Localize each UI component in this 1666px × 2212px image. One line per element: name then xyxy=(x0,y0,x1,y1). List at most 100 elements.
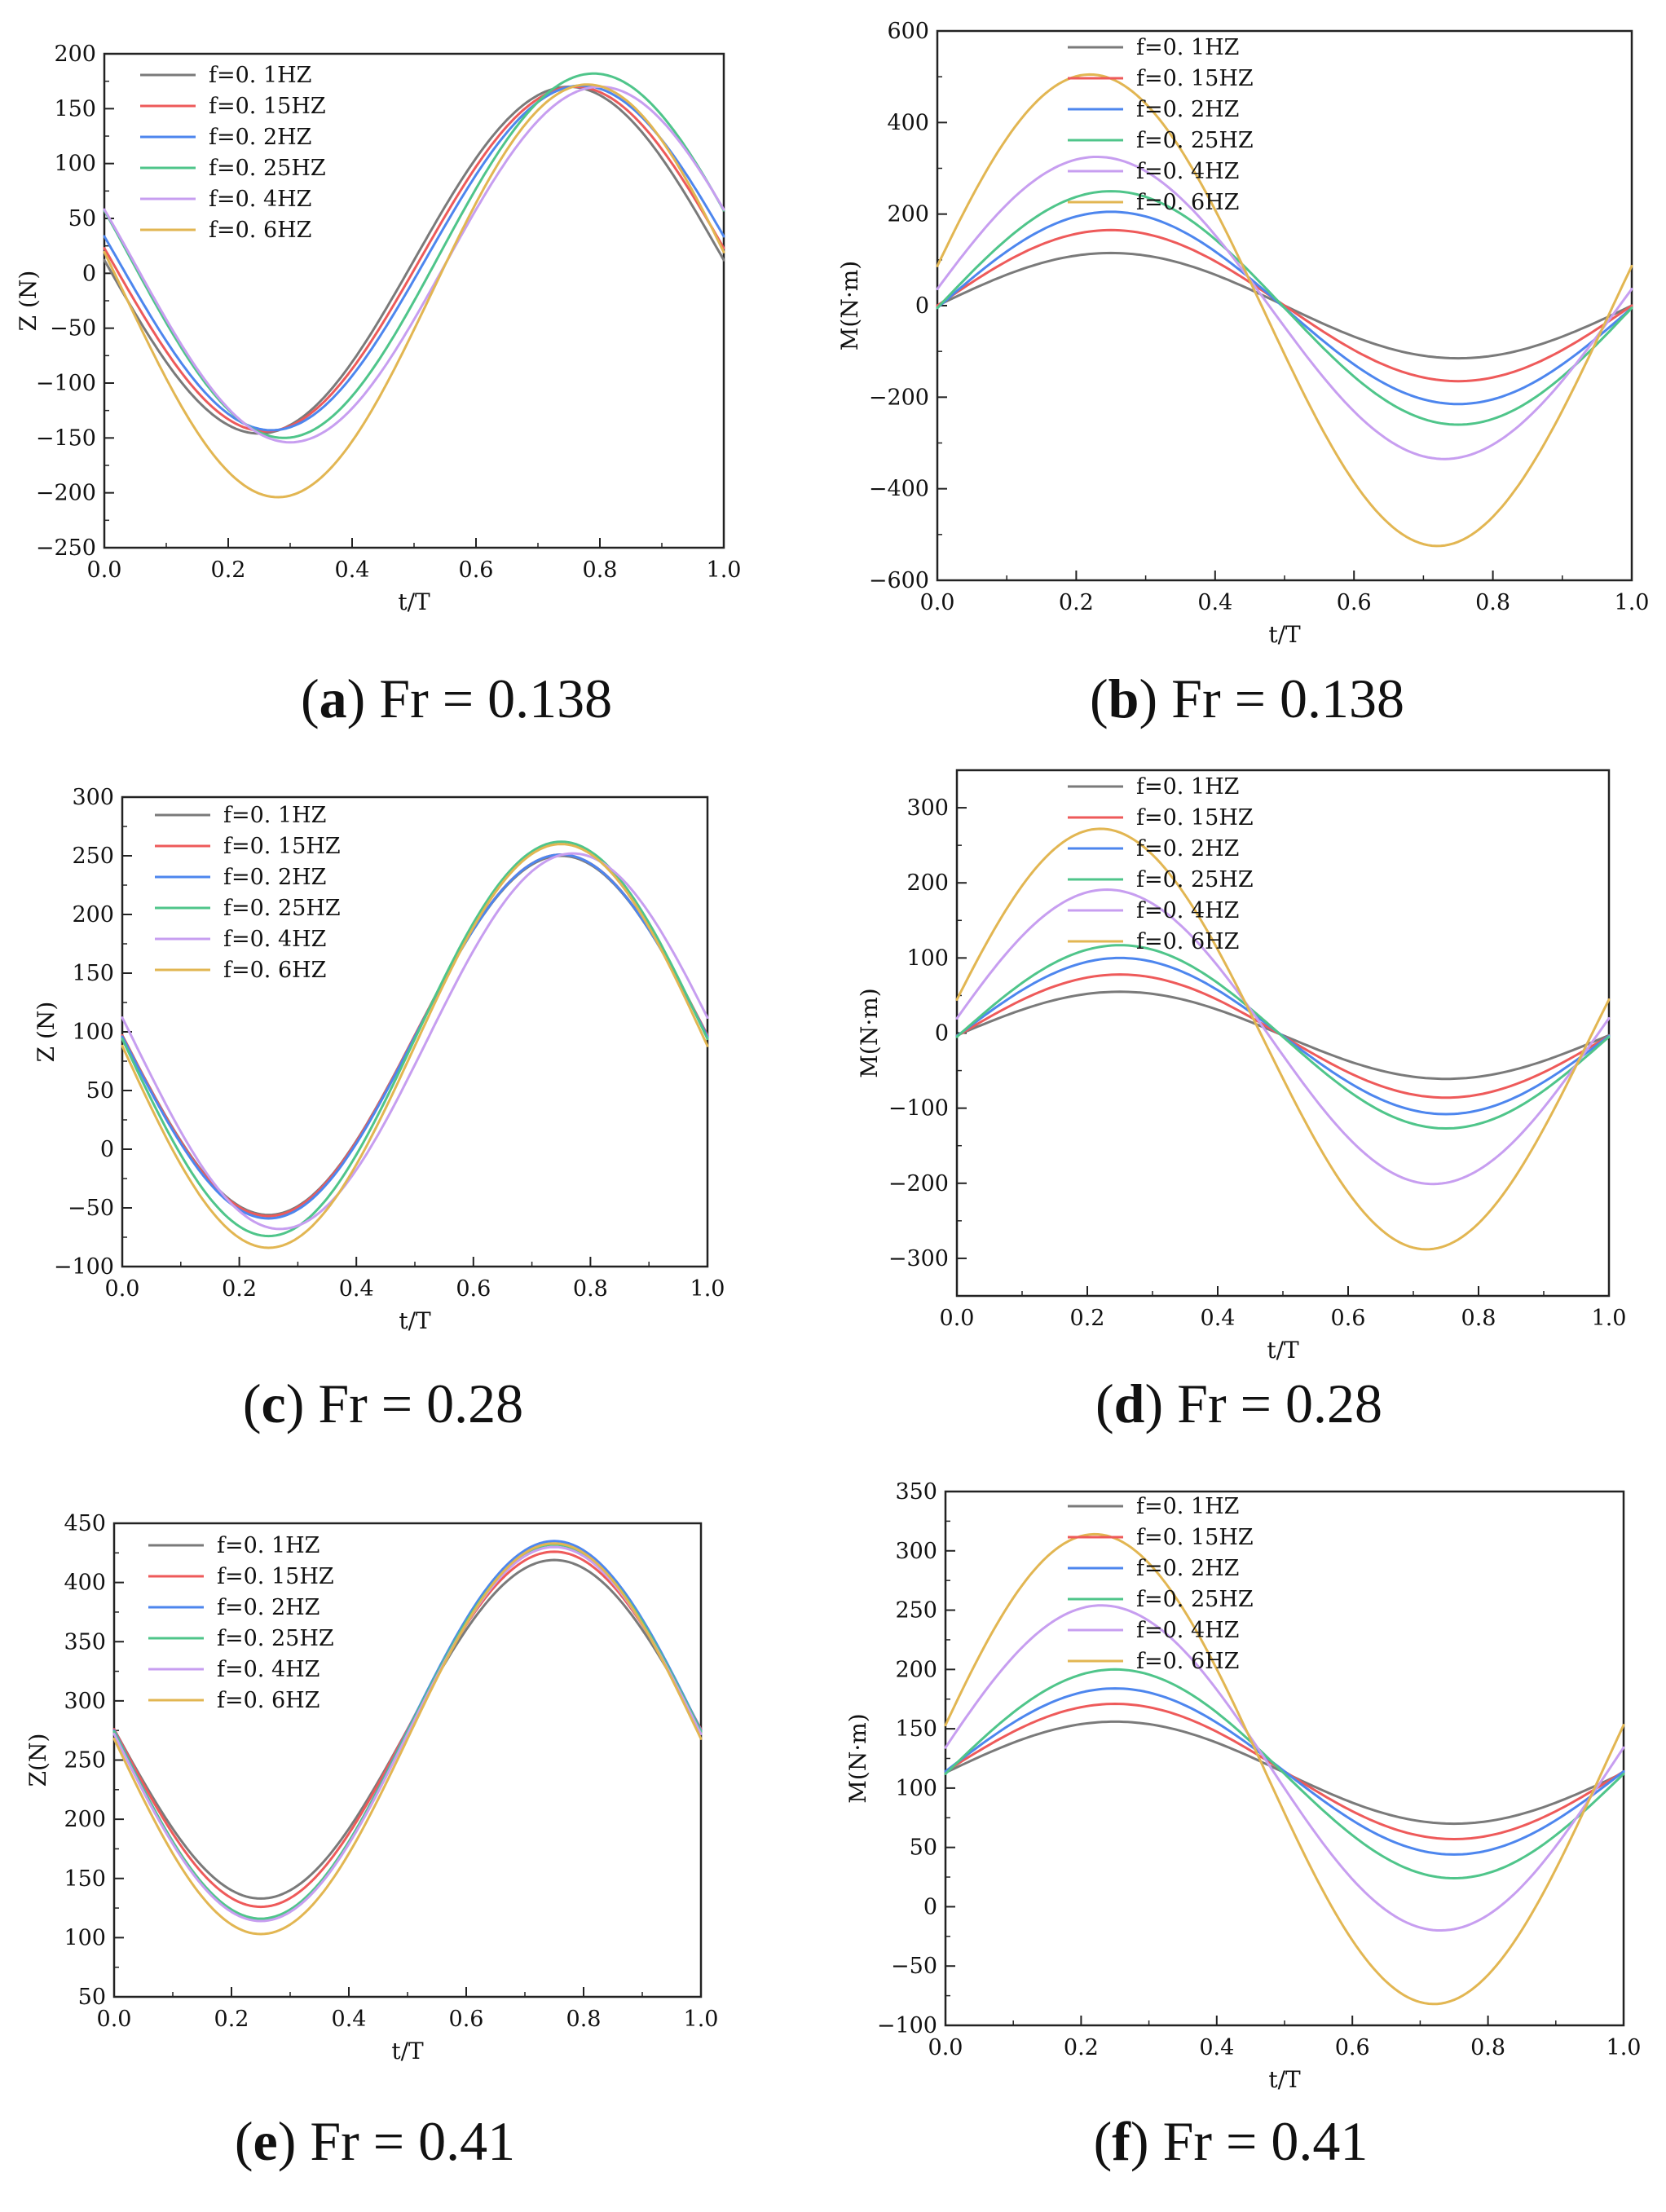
y-tick-label: 600 xyxy=(887,19,929,44)
legend-entry: f=0. 1HZ xyxy=(1136,774,1239,800)
panel-caption: (f) Fr = 0.41 xyxy=(1094,2110,1368,2172)
legend-entry: f=0. 6HZ xyxy=(1136,190,1239,215)
series-line-2 xyxy=(103,85,725,433)
y-tick-label: −150 xyxy=(36,425,96,451)
x-tick-label: 0.8 xyxy=(573,1276,608,1302)
legend-entry: f=0. 6HZ xyxy=(1136,929,1239,954)
series-line-6 xyxy=(936,73,1633,548)
y-tick-label: −200 xyxy=(869,385,929,410)
legend-entry: f=0. 1HZ xyxy=(209,63,311,88)
y-axis-label: Z (N) xyxy=(33,1002,60,1063)
y-tick-label: −400 xyxy=(869,477,929,502)
plot-frame xyxy=(112,1522,703,1998)
series-line-6 xyxy=(112,1542,703,1936)
y-tick-label: 0 xyxy=(915,293,929,319)
y-axis-label: Z (N) xyxy=(15,271,42,332)
legend-entry: f=0. 15HZ xyxy=(223,834,341,859)
legend-entry: f=0. 1HZ xyxy=(1136,35,1239,60)
y-tick-label: 350 xyxy=(895,1479,937,1505)
x-axis-label: t/T xyxy=(399,1307,431,1334)
x-tick-label: 0.6 xyxy=(456,1276,491,1302)
y-axis-label: M(N·m) xyxy=(844,1713,871,1803)
legend-entry: f=0. 6HZ xyxy=(217,1688,320,1713)
legend-entry: f=0. 1HZ xyxy=(223,803,326,828)
x-tick-label: 0.4 xyxy=(335,557,370,583)
legend-entry: f=0. 6HZ xyxy=(1136,1649,1239,1674)
chart-panel-b: 0.0 0.2 0.4 0.6 0.8 1.0 −600 −400 −200 0 200 400 600… xyxy=(836,19,1649,729)
y-tick-label: 150 xyxy=(54,96,96,121)
chart-panel-a: 0.0 0.2 0.4 0.6 0.8 1.0 −250 −200 −150 −100 −50 0 50… xyxy=(15,42,741,729)
y-tick-label: 350 xyxy=(64,1629,106,1655)
legend-entry: f=0. 4HZ xyxy=(223,927,326,952)
y-tick-label: −600 xyxy=(869,568,929,593)
series-line-4 xyxy=(103,72,725,439)
y-tick-label: 0 xyxy=(935,1021,949,1047)
x-axis-label: t/T xyxy=(1268,2066,1301,2093)
y-tick-label: 100 xyxy=(895,1776,937,1801)
y-tick-label: 400 xyxy=(64,1571,106,1596)
series-line-4 xyxy=(936,190,1633,426)
x-tick-label: 0.0 xyxy=(97,2007,132,2032)
y-tick-label: −100 xyxy=(877,2013,937,2038)
x-axis-label: t/T xyxy=(391,2038,424,2064)
y-tick-label: 50 xyxy=(78,1985,106,2010)
x-axis-label: t/T xyxy=(1268,621,1301,648)
y-tick-label: 200 xyxy=(895,1657,937,1682)
legend-entry: f=0. 2HZ xyxy=(209,125,311,150)
y-tick-label: 250 xyxy=(895,1598,937,1624)
series-line-3 xyxy=(944,1687,1625,1856)
x-tick-label: 0.4 xyxy=(1201,1306,1236,1331)
legend-entry: f=0. 4HZ xyxy=(1136,159,1239,184)
x-tick-label: 0.4 xyxy=(332,2007,367,2032)
y-tick-label: 300 xyxy=(895,1539,937,1564)
plot-frame xyxy=(121,795,709,1268)
x-tick-label: 0.4 xyxy=(1199,2035,1234,2060)
y-tick-label: −100 xyxy=(36,371,96,396)
legend-entry: f=0. 4HZ xyxy=(217,1657,320,1682)
y-tick-label: 50 xyxy=(68,206,96,231)
y-tick-label: −250 xyxy=(36,535,96,561)
x-tick-label: 0.6 xyxy=(449,2007,484,2032)
legend-entry: f=0. 4HZ xyxy=(209,187,311,212)
x-tick-label: 1.0 xyxy=(684,2007,719,2032)
y-tick-label: −200 xyxy=(888,1171,949,1196)
y-tick-label: 0 xyxy=(82,261,96,286)
x-tick-label: 0.6 xyxy=(459,557,494,583)
series-line-5 xyxy=(112,1545,703,1923)
series-line-5 xyxy=(121,852,709,1231)
legend-entry: f=0. 15HZ xyxy=(1136,805,1254,831)
y-tick-label: 200 xyxy=(64,1807,106,1832)
series-line-2 xyxy=(936,228,1633,383)
y-tick-label: 100 xyxy=(54,152,96,177)
panel-caption: (b) Fr = 0.138 xyxy=(1090,668,1404,729)
x-tick-label: 0.4 xyxy=(1197,590,1232,615)
legend-entry: f=0. 6HZ xyxy=(223,958,326,983)
x-tick-label: 0.2 xyxy=(211,557,246,583)
x-tick-label: 0.8 xyxy=(566,2007,602,2032)
legend-entry: f=0. 2HZ xyxy=(223,865,326,890)
y-tick-label: −50 xyxy=(68,1196,114,1221)
legend-entry: f=0. 2HZ xyxy=(1136,97,1239,122)
legend-entry: f=0. 25HZ xyxy=(1136,1587,1254,1612)
panel-caption: (c) Fr = 0.28 xyxy=(243,1373,523,1434)
legend-entry: f=0. 4HZ xyxy=(1136,1618,1239,1643)
y-tick-label: −50 xyxy=(50,316,96,341)
y-tick-label: 0 xyxy=(923,1894,937,1919)
x-tick-label: 0.6 xyxy=(1331,1306,1366,1331)
y-tick-label: 100 xyxy=(906,945,949,971)
legend-entry: f=0. 2HZ xyxy=(1136,1556,1239,1581)
x-tick-label: 0.0 xyxy=(87,557,122,583)
x-tick-label: 0.4 xyxy=(339,1276,374,1302)
series-line-6 xyxy=(944,1532,1625,2006)
y-tick-label: 100 xyxy=(72,1020,114,1045)
x-tick-label: 0.6 xyxy=(1337,590,1372,615)
y-tick-label: 100 xyxy=(64,1925,106,1950)
y-tick-label: 450 xyxy=(64,1511,106,1536)
x-tick-label: 1.0 xyxy=(690,1276,725,1302)
y-axis-label: M(N·m) xyxy=(856,988,883,1077)
y-tick-label: 200 xyxy=(906,870,949,896)
panel-caption: (e) Fr = 0.41 xyxy=(235,2110,515,2172)
series-line-5 xyxy=(955,888,1611,1186)
x-tick-label: 0.6 xyxy=(1335,2035,1370,2060)
x-tick-label: 0.2 xyxy=(1070,1306,1105,1331)
